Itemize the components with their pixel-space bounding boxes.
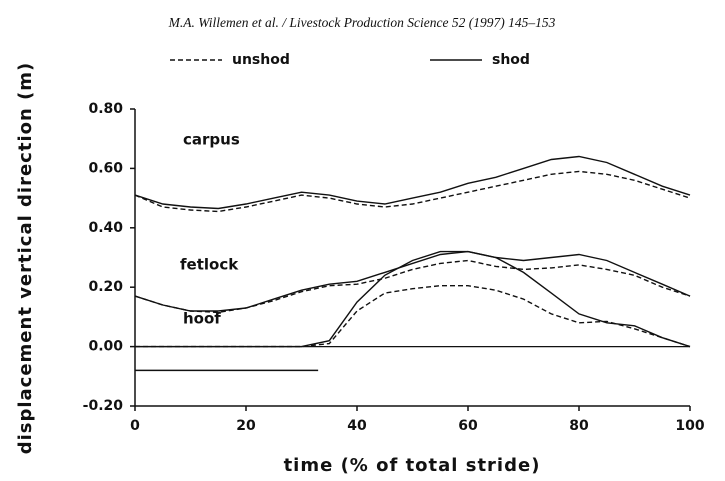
legend-label: shod	[492, 52, 530, 68]
line-series	[134, 250, 691, 312]
x-tick-label: 20	[236, 418, 256, 434]
annotation: fetlock	[180, 256, 239, 274]
x-tick-label: 80	[569, 418, 589, 434]
x-tick-label: 0	[130, 418, 140, 434]
x-tick-label: 60	[458, 418, 478, 434]
y-tick-label: 0.80	[88, 101, 123, 117]
x-tick-label: 40	[347, 418, 367, 434]
annotation: hoof	[183, 310, 221, 328]
page-header: M.A. Willemen et al. / Livestock Product…	[168, 15, 556, 30]
line-series	[134, 155, 691, 210]
y-axis-label: displacement vertical direction (m)	[15, 62, 36, 455]
y-tick-label: 0.40	[88, 220, 123, 236]
y-tick-label: 0.00	[88, 339, 123, 355]
y-tick-label: 0.20	[88, 279, 123, 295]
y-tick-label: 0.60	[88, 160, 123, 176]
x-axis-label: time (% of total stride)	[284, 455, 541, 476]
x-tick-label: 100	[675, 418, 704, 434]
line-series	[134, 259, 691, 314]
annotation: carpus	[183, 131, 240, 149]
y-tick-label: -0.20	[83, 398, 124, 414]
legend-label: unshod	[232, 52, 290, 68]
line-series	[134, 170, 691, 213]
line-series	[135, 250, 691, 348]
